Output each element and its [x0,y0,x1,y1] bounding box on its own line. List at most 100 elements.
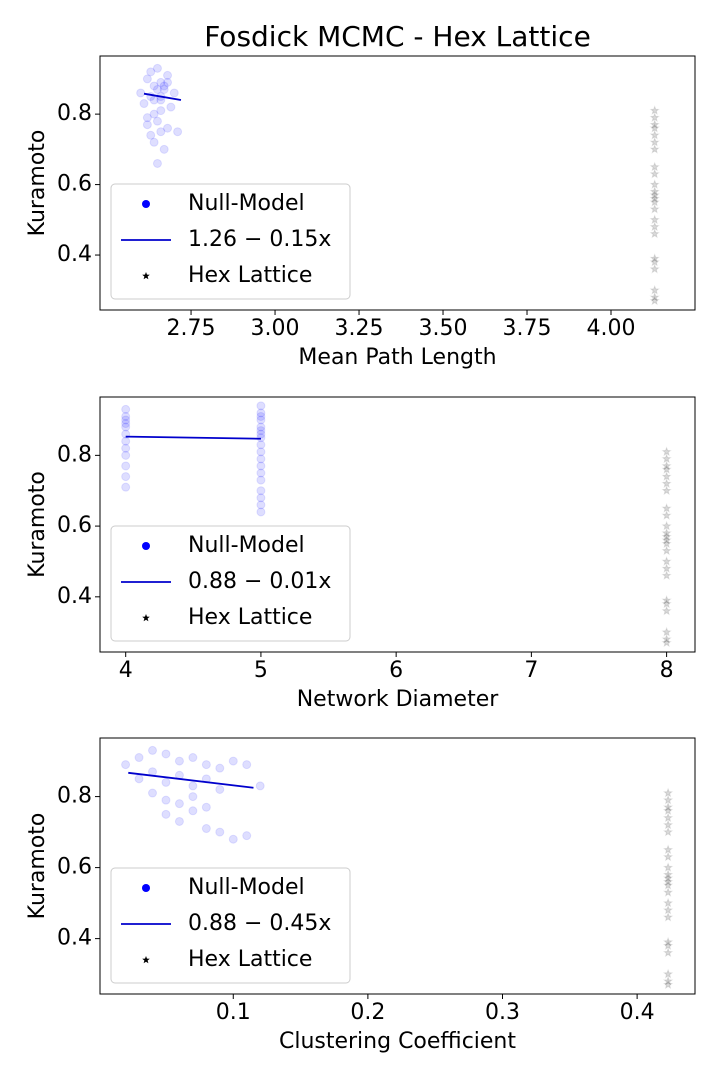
scatter-point [188,792,198,802]
star-point [662,940,674,951]
y-tick-label: 0.4 [57,926,92,951]
legend-label: Null-Model [188,191,305,216]
star-point [661,503,672,513]
x-tick-label: 0.2 [350,1000,385,1025]
y-tick-label: 0.6 [57,855,92,880]
star-point [662,819,674,830]
legend-label: Null-Model [188,533,305,558]
star-point [662,936,674,947]
scatter-point [228,756,238,766]
scatter-point [256,401,266,411]
star-point [661,637,672,648]
scatter-point [121,422,131,432]
fit-line [128,771,254,789]
scatter-point [256,447,266,457]
x-axis-label: Mean Path Length [298,345,496,370]
scatter-point [146,67,156,77]
y-tick-label: 0.4 [57,242,92,267]
legend-swatch [142,884,150,892]
scatter-point [163,70,173,80]
legend-label: Hex Lattice [188,605,312,630]
scatter-point [159,81,169,91]
x-tick-label: 7 [524,658,538,683]
star-point [662,897,674,908]
scatter-point [174,756,184,766]
scatter-point [134,753,144,763]
scatter-point [256,408,266,418]
star-point [661,595,672,605]
scatter-point [163,123,173,133]
scatter-point [188,753,198,763]
scatter-point [121,419,131,429]
star-point [662,812,674,823]
scatter-point [161,749,171,759]
x-tick-label: 6 [389,658,403,683]
y-tick-label: 0.8 [57,784,92,809]
scatter-point [121,461,131,471]
star-point [662,872,674,883]
scatter-point [201,824,211,834]
scatter-point [121,443,131,453]
scatter-point [161,809,171,819]
scatter-point [146,130,156,140]
scatter-point [159,84,169,94]
star-point [661,485,672,496]
x-tick-label: 4.00 [587,316,636,341]
star-point [662,801,674,812]
star-point [662,805,674,816]
scatter-point [174,799,184,809]
legend-swatch [142,956,150,964]
plot-frame [99,396,696,653]
star-point [661,520,672,531]
scatter-point [256,493,266,503]
scatter-point [242,831,252,841]
x-tick-label: 4 [119,658,133,683]
star-point [661,605,672,616]
star-point [661,471,672,481]
scatter-point [152,84,162,94]
scatter-point [149,81,159,91]
star-point [649,196,660,207]
scatter-point [159,144,169,154]
scatter-point [121,404,131,414]
chart-title: Fosdick MCMC - Hex Lattice [204,20,591,53]
scatter-point [256,468,266,478]
legend-box [110,867,351,984]
star-point [649,203,660,214]
scatter-point [156,106,166,116]
star-point [649,295,660,306]
star-point [661,460,672,471]
star-point [649,186,660,197]
y-axis-label: Kuramoto [25,130,50,237]
legend-label: Hex Lattice [188,263,312,288]
scatter-point [215,827,225,837]
y-tick-label: 0.6 [57,513,92,538]
x-tick-label: 0.3 [485,1000,520,1025]
scatter-point [121,411,131,421]
scatter-point [256,426,266,436]
legend-box [110,525,351,642]
star-point [661,478,672,489]
scatter-point [256,411,266,421]
star-point [649,144,660,154]
scatter-point [169,88,179,98]
scatter-point [142,113,152,123]
scatter-point [121,450,131,460]
legend-box [110,183,351,300]
star-point [649,284,660,295]
scatter-point [156,127,166,137]
star-point [662,876,674,887]
plot-frame [99,737,696,995]
x-tick-label: 0.4 [620,1000,655,1025]
star-point [661,538,672,549]
star-point [649,136,660,147]
scatter-point [256,461,266,471]
star-point [661,633,672,644]
star-point [661,510,672,520]
star-point [662,794,674,805]
x-tick-label: 2.75 [167,316,216,341]
scatter-point [121,472,131,482]
scatter-point [256,415,266,425]
scatter-point [215,784,225,794]
